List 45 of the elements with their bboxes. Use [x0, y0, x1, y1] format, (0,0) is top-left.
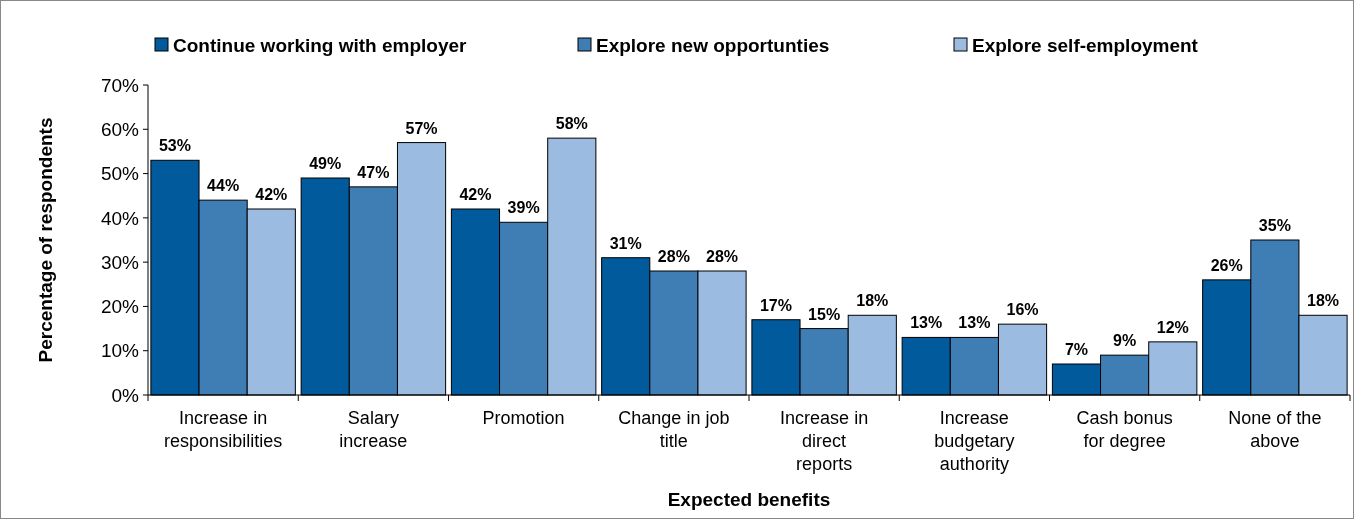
y-tick-label: 0% — [111, 384, 140, 406]
y-axis-title: Percentage of respondents — [35, 117, 56, 363]
x-axis-title: Expected benefits — [667, 489, 831, 510]
legend-label: Explore new opportunties — [596, 34, 830, 56]
data-label: 7% — [1064, 341, 1089, 358]
data-label: 39% — [507, 199, 540, 217]
data-label: 42% — [255, 186, 288, 203]
y-tick-label: 30% — [100, 251, 140, 273]
x-tick-label: Increase in direct reports — [780, 408, 869, 474]
data-label: 15% — [808, 305, 841, 323]
y-tick-label: 60% — [100, 118, 140, 140]
y-tick-label: 70% — [100, 74, 140, 96]
data-label: 17% — [759, 296, 792, 314]
data-label: 31% — [609, 234, 642, 252]
data-label: 53% — [158, 137, 191, 155]
data-label: 28% — [657, 248, 690, 265]
data-label: 13% — [958, 314, 991, 332]
x-tick-label: Cash bonus for degree — [1076, 408, 1173, 451]
data-label: 44% — [207, 177, 240, 195]
y-tick-label: 20% — [100, 296, 140, 318]
legend-label: Continue working with employer — [173, 34, 468, 56]
data-label: 16% — [1006, 301, 1039, 319]
y-tick-label: 50% — [100, 163, 140, 185]
data-label: 42% — [459, 186, 492, 203]
data-label: 49% — [309, 155, 342, 172]
data-label: 28% — [706, 248, 739, 265]
y-tick-label: 40% — [100, 207, 140, 229]
data-label: 58% — [555, 115, 588, 133]
data-label: 35% — [1258, 217, 1291, 234]
data-label: 12% — [1156, 318, 1189, 336]
data-label: 47% — [357, 163, 390, 181]
x-tick-label: Increase budgetary authority — [934, 408, 1015, 474]
x-tick-label: Change in job title — [618, 408, 730, 451]
data-label: 18% — [856, 292, 889, 310]
y-tick-label: 10% — [100, 340, 140, 362]
data-label: 57% — [405, 119, 438, 137]
x-tick-label: Increase in responsibilities — [164, 408, 283, 451]
data-label: 26% — [1210, 256, 1243, 274]
x-tick-label: Promotion — [482, 408, 565, 428]
data-label: 9% — [1113, 332, 1137, 350]
data-label: 18% — [1307, 292, 1340, 310]
x-tick-label: None of the above — [1228, 408, 1322, 451]
legend-label: Explore self-employment — [972, 34, 1199, 56]
x-tick-label: Salary increase — [339, 408, 408, 451]
data-label: 13% — [910, 314, 943, 332]
